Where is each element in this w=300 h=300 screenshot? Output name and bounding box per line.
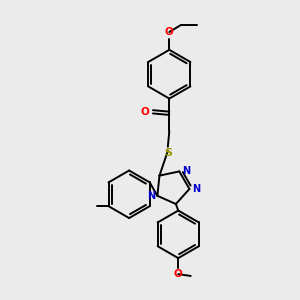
Text: O: O <box>140 107 149 117</box>
Text: N: N <box>182 166 190 176</box>
Text: N: N <box>192 184 200 194</box>
Text: S: S <box>164 148 172 158</box>
Text: O: O <box>174 269 183 279</box>
Text: N: N <box>147 191 155 201</box>
Text: O: O <box>165 27 174 37</box>
